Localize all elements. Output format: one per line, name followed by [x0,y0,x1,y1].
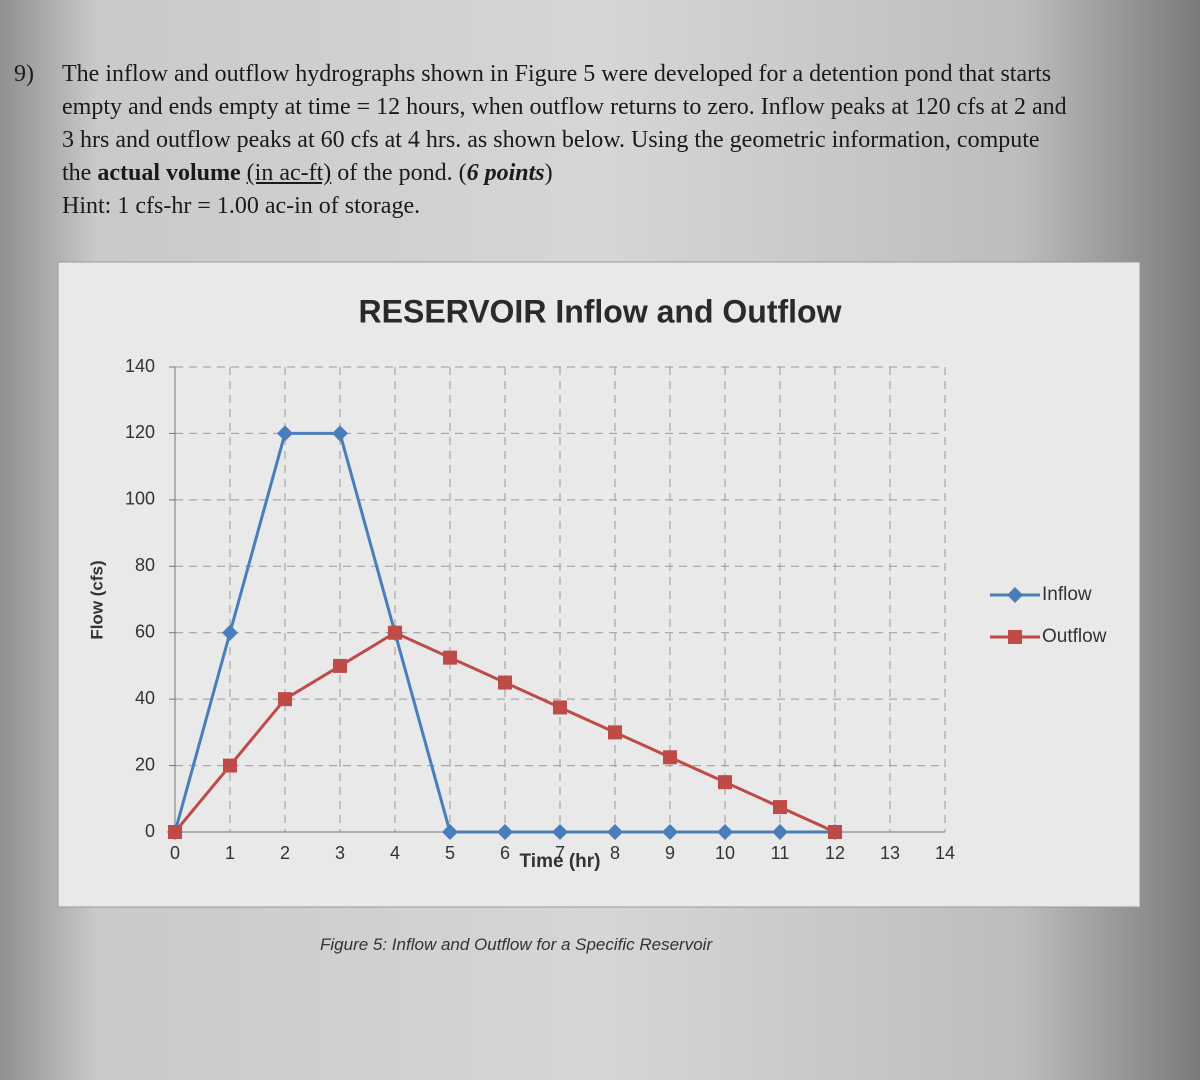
caption: Figure 5: Inflow and Outflow for a Speci… [320,935,713,954]
marker [828,825,842,839]
y-tick-label: 20 [135,754,155,774]
x-tick-label: 12 [825,843,845,863]
marker [333,658,347,673]
marker [332,425,348,442]
x-tick-label: 3 [335,843,345,863]
x-tick-label: 7 [555,843,565,863]
marker [277,425,293,442]
marker [497,824,513,840]
marker [607,824,623,840]
marker [443,650,457,665]
marker [498,675,512,690]
marker [552,824,568,840]
problem-text: The inflow and outflow hydrographs shown… [62,58,1074,190]
chart-area [57,261,1141,908]
y-tick-label: 60 [135,621,155,641]
marker [168,825,182,839]
problem-number: 9) [14,61,34,87]
chart-title: RESERVOIR Inflow and Outflow [359,293,842,329]
marker [388,625,402,640]
marker [717,824,733,840]
hint: Hint: 1 cfs-hr = 1.00 ac-in of storage. [62,193,421,219]
x-tick-label: 14 [935,843,955,863]
x-tick-label: 2 [280,843,290,863]
x-tick-label: 1 [225,843,235,863]
marker [773,800,787,815]
points: 6 points [466,160,545,186]
text: The inflow and outflow hydrographs shown… [62,61,1067,186]
marker [608,725,622,740]
underlined-text: (in ac-ft) [246,160,332,186]
x-tick-label: 10 [715,843,735,863]
x-tick-label: 6 [500,843,510,863]
bold-text: actual volume [97,160,241,186]
x-axis-label: Time (hr) [520,851,601,872]
y-tick-label: 100 [125,489,155,509]
marker [223,758,237,773]
y-tick-label: 140 [125,356,155,376]
marker [553,700,567,715]
x-tick-label: 5 [445,843,455,863]
y-tick-label: 120 [125,422,155,442]
marker [278,692,292,707]
legend-label: Inflow [1042,584,1092,605]
marker [222,624,238,641]
marker [1008,630,1022,644]
problem: 9) The inflow and outflow hydrographs sh… [14,58,1074,223]
legend-label: Outflow [1042,626,1107,647]
y-tick-label: 0 [145,821,155,841]
y-tick-label: 80 [135,555,155,575]
marker [1007,587,1023,603]
marker [772,824,788,840]
text: ) [544,160,553,186]
marker [662,824,678,840]
marker [442,824,458,840]
x-tick-label: 0 [170,843,180,863]
marker [663,750,677,765]
x-tick-label: 11 [771,843,790,863]
x-tick-label: 13 [880,843,900,863]
x-tick-label: 9 [665,843,675,863]
x-tick-label: 8 [610,843,620,863]
text: of the pond. ( [337,160,467,186]
y-axis-label: Flow (cfs) [87,560,106,639]
x-tick-label: 4 [390,843,400,863]
y-tick-label: 40 [135,688,155,708]
marker [718,775,732,790]
